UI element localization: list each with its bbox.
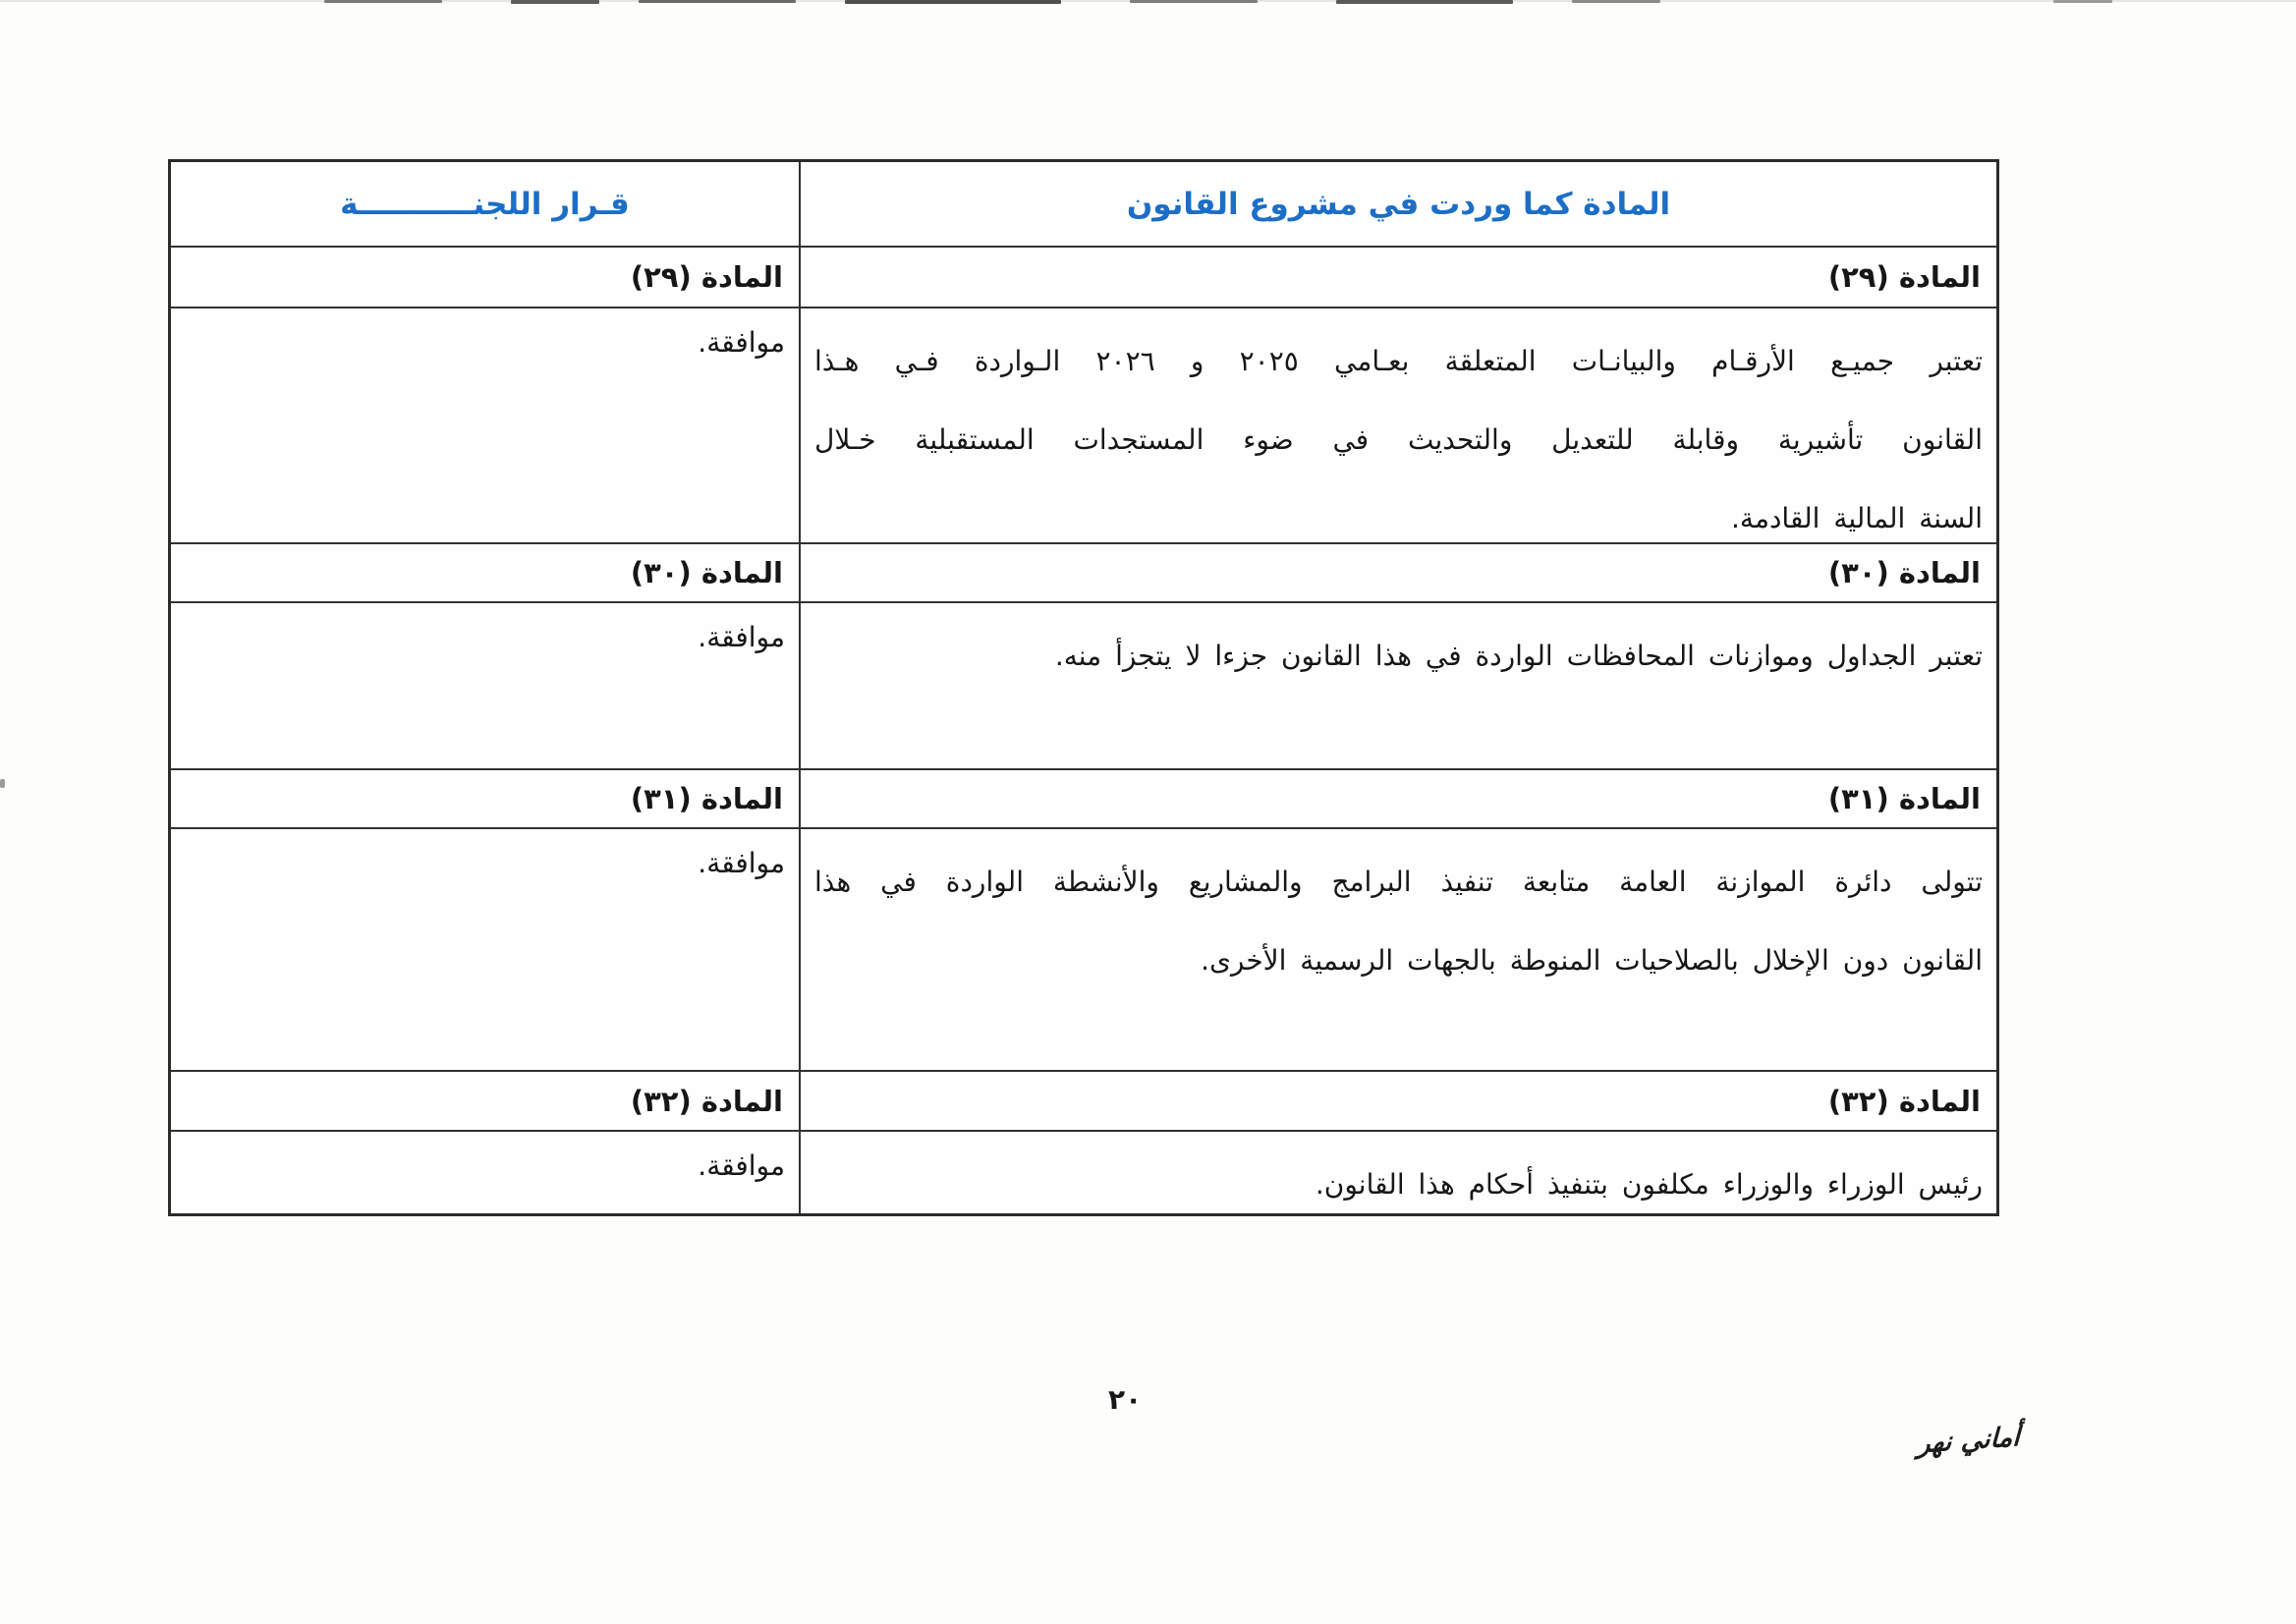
table-row-article-31-body: تتولى دائرة الموازنة العامة متابعة تنفيذ… <box>171 829 1996 1073</box>
table-row-article-30-body: تعتبر الجداول وموازنات المحافظات الواردة… <box>171 603 1996 770</box>
scan-artifact <box>324 0 442 3</box>
scan-artifact <box>845 0 1061 4</box>
law-articles-comparison-table: المادة كما وردت في مشروع القانون قـرار ا… <box>168 159 1999 1216</box>
cell-law-article-29-title: المادة (٢٩) <box>799 248 1996 307</box>
decision-approved-32: موافقة. <box>698 1148 785 1182</box>
article-31-text: تتولى دائرة الموازنة العامة متابعة تنفيذ… <box>801 843 1996 1000</box>
table-row-article-29-body: تعتبر جميـع الأرقـام والبيانـات المتعلقة… <box>171 308 1996 544</box>
scan-artifact <box>2053 0 2112 3</box>
table-row-article-29-title: المادة (٢٩) المادة (٢٩) <box>171 248 1996 308</box>
table-row-article-30-title: المادة (٣٠) المادة (٣٠) <box>171 543 1996 604</box>
cell-law-article-31-text: تتولى دائرة الموازنة العامة متابعة تنفيذ… <box>799 829 1996 1071</box>
scan-artifact <box>639 0 796 3</box>
article-31-line-1: تتولى دائرة الموازنة العامة متابعة تنفيذ… <box>814 866 1983 899</box>
decision-approved-30: موافقة. <box>698 621 785 654</box>
article-32-label-decision: المادة (٣٢) <box>630 1084 783 1118</box>
table-row-article-32-title: المادة (٣٢) المادة (٣٢) <box>171 1072 1996 1132</box>
article-30-line-1: تعتبر الجداول وموازنات المحافظات الواردة… <box>1054 640 1983 673</box>
table-header-row: المادة كما وردت في مشروع القانون قـرار ا… <box>171 162 1996 249</box>
article-31-label-decision: المادة (٣١) <box>630 782 783 816</box>
cell-law-article-32-title: المادة (٣٢) <box>799 1072 1996 1130</box>
decision-approved-29: موافقة. <box>698 325 785 359</box>
scan-artifact-edge <box>0 779 5 788</box>
scan-artifact <box>1336 0 1513 4</box>
cell-law-article-32-text: رئيس الوزراء والوزراء مكلفون بتنفيذ أحكا… <box>799 1131 1996 1213</box>
cell-law-article-30-text: تعتبر الجداول وموازنات المحافظات الواردة… <box>799 603 1996 768</box>
cell-decision-article-31: موافقة. <box>171 829 799 1070</box>
article-31-line-2: القانون دون الإخلال بالصلاحيات المنوطة ب… <box>1201 944 1983 978</box>
article-29-label-decision: المادة (٢٩) <box>630 260 783 295</box>
article-29-text: تعتبر جميـع الأرقـام والبيانـات المتعلقة… <box>801 322 1996 542</box>
scan-artifact <box>511 0 599 4</box>
handwritten-signature: أماني نهر <box>1917 1422 2021 1460</box>
article-32-label: المادة (٣٢) <box>1827 1084 1981 1118</box>
scan-artifact <box>1130 0 1258 3</box>
column-title-committee-decision: قـرار اللجنـــــــــــة <box>340 186 630 222</box>
cell-law-article-31-title: المادة (٣١) <box>799 769 1996 828</box>
table-row-article-31-title: المادة (٣١) المادة (٣١) <box>171 769 1996 830</box>
article-29-line-2: القانون تأشيرية وقابلة للتعديل والتحديث … <box>814 422 1983 456</box>
cell-decision-article-30-title: المادة (٣٠) <box>171 544 799 602</box>
cell-law-article-29-text: تعتبر جميـع الأرقـام والبيانـات المتعلقة… <box>799 308 1996 542</box>
header-cell-committee-decision: قـرار اللجنـــــــــــة <box>171 162 799 246</box>
cell-decision-article-31-title: المادة (٣١) <box>171 770 799 828</box>
page-number: ٢٠ <box>1108 1383 1143 1416</box>
article-29-label: المادة (٢٩) <box>1827 260 1981 295</box>
article-31-label: المادة (٣١) <box>1827 782 1981 816</box>
cell-decision-article-29: موافقة. <box>171 308 799 542</box>
article-32-line-1: رئيس الوزراء والوزراء مكلفون بتنفيذ أحكا… <box>1315 1167 1983 1201</box>
article-29-line-3: السنة المالية القادمة. <box>1731 501 1983 534</box>
article-30-text: تعتبر الجداول وموازنات المحافظات الواردة… <box>801 617 1996 696</box>
cell-decision-article-32-title: المادة (٣٢) <box>171 1072 799 1130</box>
cell-law-article-30-title: المادة (٣٠) <box>799 543 1996 602</box>
header-cell-law-article: المادة كما وردت في مشروع القانون <box>799 162 1996 247</box>
cell-decision-article-29-title: المادة (٢٩) <box>171 248 799 307</box>
article-29-line-1: تعتبر جميـع الأرقـام والبيانـات المتعلقة… <box>814 344 1983 377</box>
article-30-label: المادة (٣٠) <box>1827 556 1981 590</box>
cell-decision-article-32: موافقة. <box>171 1132 799 1213</box>
article-32-text: رئيس الوزراء والوزراء مكلفون بتنفيذ أحكا… <box>801 1146 1996 1213</box>
cell-decision-article-30: موافقة. <box>171 603 799 768</box>
column-title-law-article: المادة كما وردت في مشروع القانون <box>1126 186 1671 222</box>
scan-artifact <box>1572 0 1660 3</box>
decision-approved-31: موافقة. <box>698 847 785 880</box>
article-30-label-decision: المادة (٣٠) <box>630 556 783 590</box>
table-row-article-32-body: رئيس الوزراء والوزراء مكلفون بتنفيذ أحكا… <box>171 1131 1996 1213</box>
